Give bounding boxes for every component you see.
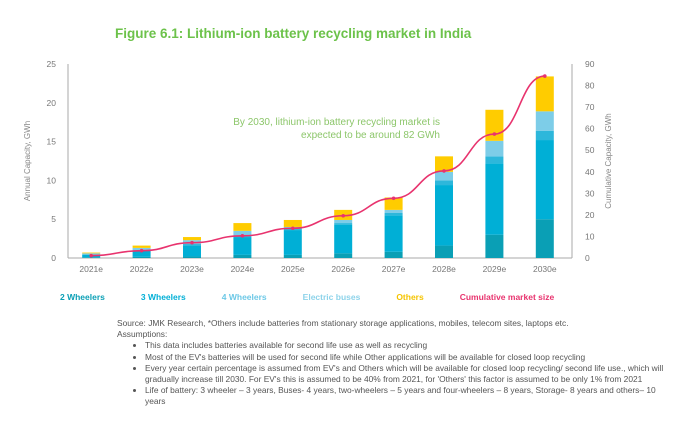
y2-tick-label: 70 bbox=[585, 102, 595, 112]
bar-segment bbox=[535, 140, 554, 220]
bar-segment bbox=[435, 171, 453, 181]
bar-segment bbox=[485, 109, 504, 141]
legend-item: 2 Wheelers bbox=[60, 292, 105, 302]
y-tick-label: 0 bbox=[51, 253, 56, 263]
bar-segment bbox=[183, 244, 201, 246]
bar-segment bbox=[435, 156, 453, 172]
notes: Source: JMK Research, *Others include ba… bbox=[117, 318, 677, 408]
bar-segment bbox=[384, 197, 403, 210]
bar-segment bbox=[132, 251, 151, 257]
bar-segment bbox=[283, 230, 302, 255]
y2-tick-label: 20 bbox=[585, 210, 595, 220]
annotation: expected to be around 82 GWh bbox=[301, 130, 440, 141]
y2-tick-label: 60 bbox=[585, 124, 595, 134]
bar-segment bbox=[82, 257, 101, 258]
bar-segment bbox=[183, 245, 201, 257]
bar-segment bbox=[384, 212, 403, 216]
legend: 2 Wheelers 3 Wheelers 4 Wheelers Electric b… bbox=[60, 292, 590, 302]
legend-item: 4 Wheelers bbox=[221, 292, 267, 302]
x-tick-label: 2028e bbox=[432, 264, 456, 274]
y2-tick-label: 90 bbox=[585, 59, 595, 69]
annotation: By 2030, lithium-ion battery recycling m… bbox=[233, 117, 440, 128]
bar-segment bbox=[485, 163, 504, 235]
cumulative-line bbox=[91, 75, 545, 257]
bar-segment bbox=[535, 219, 554, 258]
y2-tick-label: 0 bbox=[585, 253, 590, 263]
y-tick-label: 25 bbox=[47, 59, 57, 69]
y-axis-label: Annual Capacity, GWh bbox=[23, 121, 32, 201]
cumulative-point bbox=[341, 213, 346, 218]
cumulative-point bbox=[89, 253, 93, 258]
x-tick-label: 2023e bbox=[180, 264, 204, 274]
bar-segment bbox=[233, 254, 252, 258]
bar-segment bbox=[334, 219, 353, 224]
y2-tick-label: 80 bbox=[585, 81, 595, 91]
legend-item: Others bbox=[396, 292, 424, 302]
bar-segment bbox=[435, 185, 453, 246]
assumptions-label: Assumptions: bbox=[117, 329, 168, 340]
bar-segment bbox=[485, 140, 504, 157]
chart: 0 5 10 15 20 25 0 10 20 30 40 50 60 70 80 90 Annual Capa… bbox=[23, 59, 613, 274]
cumulative-point bbox=[442, 169, 446, 173]
figure-title: Figure 6.1: Lithium-ion battery recyclin… bbox=[115, 26, 472, 41]
cumulative-point bbox=[543, 74, 547, 78]
assumption-item: Life of battery: 3 wheeler – 3 years, Bu… bbox=[145, 385, 677, 407]
bar-segment bbox=[334, 253, 353, 258]
x-tick-label: 2021e bbox=[79, 264, 103, 274]
bar-segment bbox=[283, 219, 302, 227]
bar-segment bbox=[334, 224, 353, 254]
bar-segment bbox=[485, 156, 504, 164]
bar-segment bbox=[233, 223, 252, 231]
bar-segment bbox=[384, 209, 403, 213]
cumulative-point bbox=[190, 240, 194, 245]
legend-item: Cumulative market size bbox=[459, 292, 555, 302]
x-tick-label: 2024e bbox=[231, 264, 255, 274]
bar-segment bbox=[132, 245, 151, 248]
legend-item: Electric buses bbox=[302, 292, 361, 302]
bar-segment bbox=[183, 237, 201, 241]
bar-segment bbox=[233, 237, 252, 255]
bar-segment bbox=[82, 252, 101, 254]
cumulative-point bbox=[391, 196, 396, 201]
y2-axis-label: Cumulative Capacity, GWh bbox=[604, 113, 613, 208]
x-tick-label: 2025e bbox=[281, 264, 305, 274]
source-note: Source: JMK Research, *Others include ba… bbox=[117, 318, 569, 328]
y2-tick-label: 50 bbox=[585, 145, 595, 155]
assumption-item: Most of the EV's batteries will be used … bbox=[145, 352, 677, 363]
y2-tick-label: 30 bbox=[585, 188, 595, 198]
y-tick-label: 15 bbox=[47, 137, 57, 147]
y-tick-label: 5 bbox=[51, 214, 56, 224]
bar-segment bbox=[435, 180, 453, 186]
bar-segment bbox=[535, 111, 554, 131]
bar-segment bbox=[435, 245, 453, 258]
y2-tick-label: 10 bbox=[585, 231, 595, 241]
bar-segment bbox=[334, 223, 353, 225]
x-tick-label: 2030e bbox=[533, 264, 557, 274]
cumulative-point bbox=[139, 248, 144, 253]
x-tick-label: 2022e bbox=[130, 264, 154, 274]
x-tick-label: 2027e bbox=[382, 264, 406, 274]
bar-segment bbox=[485, 234, 504, 258]
bar-segment bbox=[233, 230, 252, 236]
bar-segment bbox=[283, 254, 302, 258]
bar-segment bbox=[384, 215, 403, 252]
legend-item: 3 Wheelers bbox=[140, 292, 186, 302]
bar-segment bbox=[535, 76, 554, 112]
y2-tick-label: 40 bbox=[585, 167, 595, 177]
cumulative-point bbox=[492, 132, 497, 136]
bar-segment bbox=[384, 251, 403, 258]
bar-segment bbox=[132, 256, 151, 258]
x-tick-label: 2029e bbox=[483, 264, 507, 274]
cumulative-point bbox=[291, 226, 295, 231]
assumption-item: Every year certain percentage is assumed… bbox=[145, 363, 677, 385]
bar-segment bbox=[535, 130, 554, 141]
cumulative-point bbox=[240, 233, 245, 238]
y-tick-label: 10 bbox=[47, 175, 57, 185]
y-tick-label: 20 bbox=[47, 98, 57, 108]
assumption-item: This data includes batteries available f… bbox=[145, 340, 677, 351]
bar-segment bbox=[183, 256, 201, 258]
x-tick-label: 2026e bbox=[331, 264, 355, 274]
